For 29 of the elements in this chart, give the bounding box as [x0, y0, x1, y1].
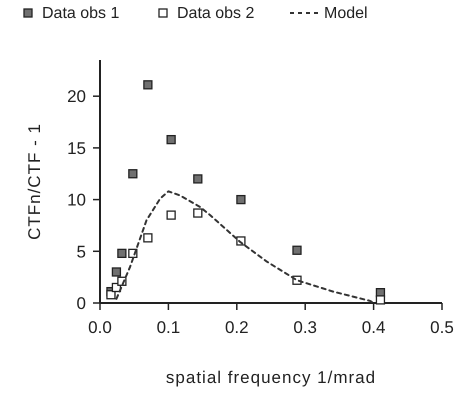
point	[143, 233, 153, 243]
legend-label: Data obs 1	[42, 5, 120, 22]
point	[292, 246, 302, 255]
point	[376, 295, 386, 305]
y-tick-label: 15	[67, 138, 86, 158]
x-tick-label: 0.0	[88, 318, 112, 337]
point	[236, 194, 246, 204]
point	[106, 290, 116, 300]
x-tick-label: 0.5	[430, 318, 454, 337]
y-axis-title: CTFn/CTF - 1	[25, 123, 44, 240]
x-tick-label: 0.2	[224, 318, 249, 337]
x-tick-label: 0.1	[156, 318, 180, 337]
point	[166, 210, 176, 220]
point	[193, 174, 202, 184]
x-tick-label: 0.4	[362, 318, 386, 337]
y-tick-label: 20	[67, 87, 86, 106]
y-tick-label: 0	[76, 294, 86, 313]
point	[143, 80, 153, 90]
point	[128, 169, 138, 178]
y-tick-label: 5	[76, 242, 86, 262]
point	[166, 134, 176, 144]
legend-label: Model	[324, 5, 368, 22]
legend-label: Data obs 2	[177, 5, 254, 22]
x-axis-title: spatial frequency 1/mrad	[166, 368, 376, 387]
point	[193, 208, 202, 218]
point	[117, 248, 127, 258]
x-tick-label: 0.3	[293, 318, 318, 337]
y-tick-label: 10	[67, 190, 86, 210]
point	[112, 267, 122, 277]
